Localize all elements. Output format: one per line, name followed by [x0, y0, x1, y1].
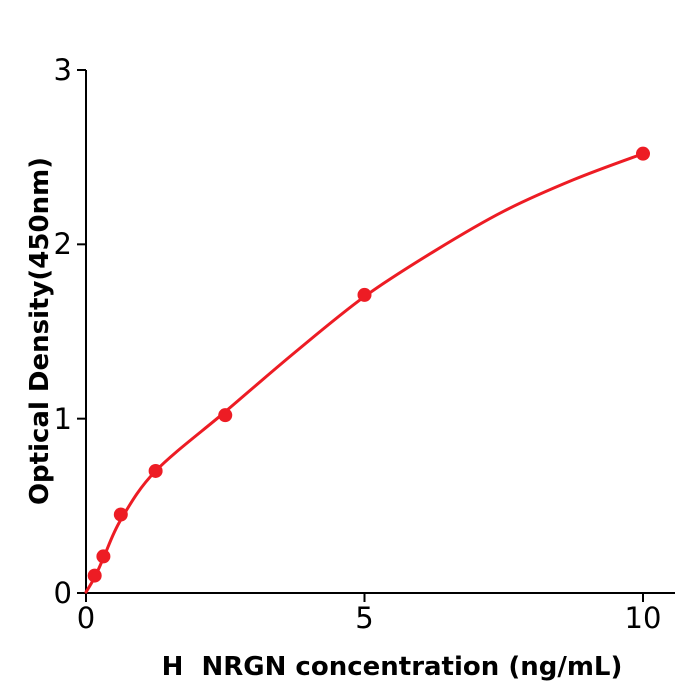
axes-spines	[85, 70, 675, 594]
data-point	[636, 146, 650, 161]
data-point	[357, 287, 372, 302]
x-tick-label: 5	[355, 601, 374, 635]
data-point	[218, 408, 233, 423]
data-point	[113, 507, 128, 522]
data-point	[87, 568, 102, 583]
x-tick-label: 0	[76, 601, 96, 635]
x-axis-title: H NRGN concentration (ng/mL)	[161, 652, 623, 682]
data-point	[96, 549, 111, 564]
x-tick-label: 10	[624, 601, 662, 635]
y-tick-label: 1	[53, 401, 72, 436]
data-point	[148, 463, 163, 478]
y-axis-title: Optical Density(450nm)	[25, 156, 55, 506]
y-tick-label: 0	[53, 576, 72, 610]
y-tick-label: 2	[53, 227, 72, 262]
fit-curve	[84, 152, 645, 594]
y-tick-label: 3	[53, 53, 72, 87]
